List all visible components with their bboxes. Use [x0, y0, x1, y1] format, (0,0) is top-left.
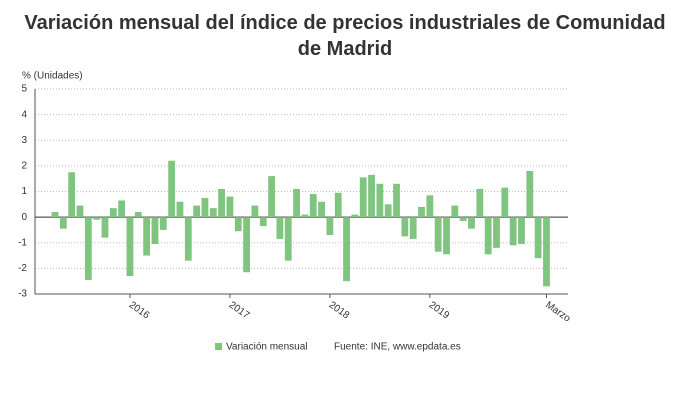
legend-label: Variación mensual	[226, 342, 308, 353]
bar	[359, 177, 367, 218]
chart-title: Variación mensual del índice de precios …	[24, 12, 666, 60]
bar	[101, 217, 109, 238]
bar	[318, 201, 325, 218]
bar	[76, 205, 84, 218]
bar	[93, 217, 101, 220]
bar	[351, 214, 359, 218]
y-tick-label: 3	[21, 135, 27, 146]
bar	[218, 188, 225, 218]
bar	[151, 217, 159, 245]
legend-swatch	[215, 343, 222, 350]
y-axis-label: % (Unidades)	[22, 71, 83, 82]
y-tick-label: 2	[21, 161, 27, 172]
bar	[368, 174, 375, 218]
bar	[59, 217, 67, 229]
source: Fuente: INE, www.epdata.es	[334, 342, 461, 353]
bar	[543, 217, 550, 287]
x-tick-label: 2016	[127, 300, 152, 322]
bar	[284, 217, 292, 261]
bar	[126, 217, 134, 277]
bar	[251, 205, 259, 218]
bar	[168, 160, 176, 218]
y-tick-label: 0	[21, 212, 27, 223]
bar	[109, 208, 117, 218]
bar	[393, 183, 400, 218]
x-tick-label: 2019	[427, 300, 452, 322]
bar	[259, 217, 267, 227]
bar	[409, 217, 417, 239]
bar	[268, 176, 275, 218]
y-tick-label: 1	[21, 186, 27, 197]
bar	[176, 201, 184, 218]
bar	[434, 217, 442, 252]
bar	[509, 217, 517, 246]
bar	[401, 217, 409, 237]
y-tick-label: -2	[18, 263, 27, 274]
bar	[184, 217, 192, 261]
bar	[243, 217, 250, 273]
bar	[418, 206, 425, 218]
bar	[134, 212, 142, 218]
bar	[226, 196, 234, 218]
bar	[293, 188, 300, 218]
bar	[209, 208, 217, 218]
bar	[484, 217, 492, 255]
bar	[384, 204, 392, 218]
y-tick-label: -1	[18, 237, 27, 248]
bar	[459, 217, 467, 221]
bar	[51, 212, 59, 218]
bar	[493, 217, 500, 248]
x-tick-label: Marzo	[543, 300, 572, 325]
y-tick-label: -3	[18, 289, 27, 300]
bar	[343, 217, 350, 282]
bar	[276, 217, 284, 239]
bar	[118, 200, 126, 218]
bar	[443, 217, 450, 255]
bar	[309, 194, 317, 218]
y-tick-label: 4	[21, 109, 27, 120]
bar	[534, 217, 542, 259]
bar	[334, 192, 342, 218]
bar	[518, 217, 525, 245]
y-tick-label: 5	[21, 84, 27, 95]
bar	[326, 217, 334, 236]
bar	[468, 217, 475, 229]
x-tick-label: 2018	[327, 300, 352, 322]
bar	[426, 195, 434, 218]
bar	[476, 188, 484, 218]
bar	[526, 171, 534, 218]
x-tick-label: 2017	[227, 300, 252, 322]
bar	[234, 217, 242, 232]
bar	[84, 217, 92, 280]
bar	[201, 197, 209, 218]
bar	[68, 172, 76, 218]
bar	[193, 205, 201, 218]
bar	[159, 217, 167, 230]
bar	[301, 214, 309, 218]
bar	[376, 183, 384, 218]
bar	[451, 205, 459, 218]
bar	[501, 187, 509, 218]
bar	[143, 217, 151, 256]
